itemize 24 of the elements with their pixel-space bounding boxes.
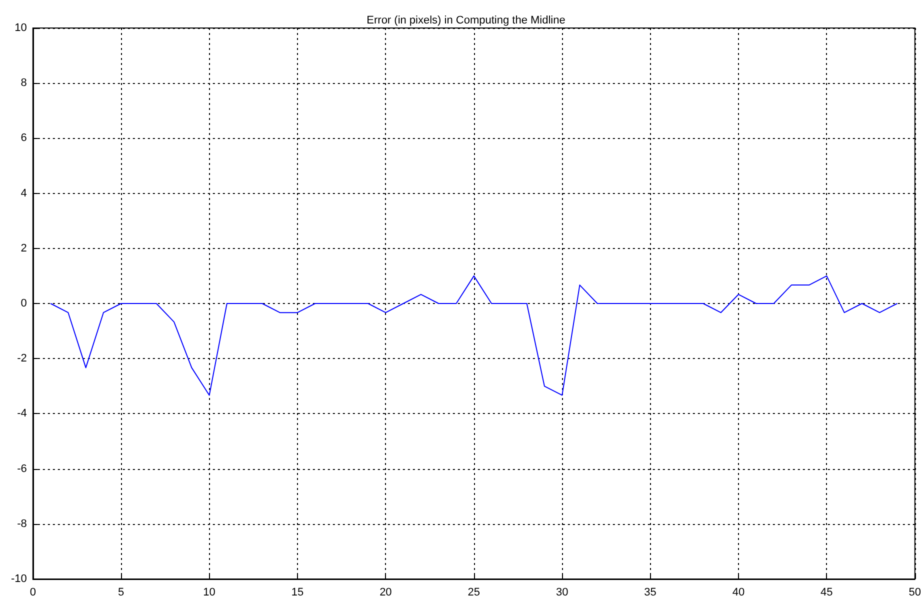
y-tick-label: 2 — [20, 242, 27, 254]
x-tick-label: 5 — [118, 586, 124, 598]
chart-title: Error (in pixels) in Computing the Midline — [366, 14, 566, 26]
y-tick-label: -8 — [17, 518, 27, 530]
x-tick-label: 40 — [732, 586, 745, 598]
x-tick-label: 45 — [820, 586, 833, 598]
x-tick-label: 20 — [380, 586, 392, 598]
x-tick-label: 35 — [644, 586, 656, 598]
y-tick-label: 4 — [20, 187, 27, 200]
x-tick-label: 30 — [556, 586, 568, 598]
y-tick-label: 6 — [20, 132, 27, 144]
y-tick-label: -10 — [10, 573, 27, 585]
x-tick-label: 15 — [291, 586, 304, 598]
x-tick-label: 25 — [468, 586, 480, 598]
y-tick-label: -4 — [17, 408, 27, 420]
y-tick-label: 10 — [14, 22, 27, 34]
y-tick-label: -6 — [17, 462, 27, 475]
y-tick-label: 0 — [20, 298, 27, 310]
y-tick-label: 8 — [20, 77, 27, 90]
x-tick-label: 0 — [30, 586, 36, 598]
line-series — [50, 275, 898, 396]
y-tick-label: -2 — [17, 352, 27, 365]
x-tick-label: 50 — [908, 586, 922, 598]
x-tick-label: 10 — [203, 586, 216, 598]
